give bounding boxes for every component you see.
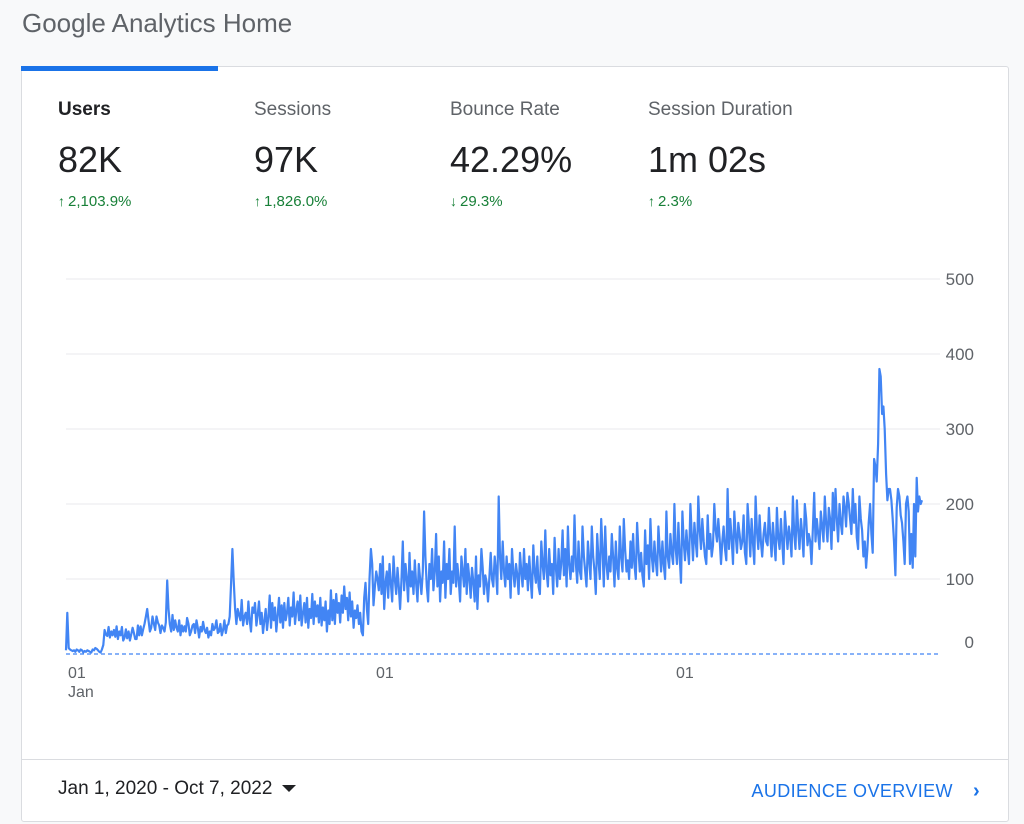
- metric-tab-sessions[interactable]: Sessions 97K ↑ 1,826.0%: [254, 99, 434, 210]
- arrow-down-icon: ↓: [450, 193, 457, 209]
- metric-label: Users: [58, 99, 111, 120]
- metric-label: Bounce Rate: [450, 99, 560, 120]
- metric-tab-bounce-rate[interactable]: Bounce Rate 42.29% ↓ 29.3%: [450, 99, 630, 210]
- date-range-label: Jan 1, 2020 - Oct 7, 2022: [58, 778, 273, 799]
- metric-value: 82K: [58, 139, 123, 180]
- overview-card: Users 82K ↑ 2,103.9% Sessions 97K ↑ 1,826.…: [21, 66, 1009, 822]
- audience-overview-link[interactable]: AUDIENCE OVERVIEW ›: [751, 780, 980, 803]
- metric-change: ↑ 1,826.0%: [254, 193, 434, 210]
- users-line-chart: 0 100 200 300 400 500 01 Jan 01 01: [64, 270, 974, 701]
- arrow-up-icon: ↑: [648, 193, 655, 209]
- y-tick-label: 500: [946, 270, 974, 289]
- metric-change-value: 29.3%: [460, 193, 503, 210]
- y-tick-label: 300: [946, 420, 974, 439]
- y-tick-label: 400: [946, 345, 974, 364]
- date-range-selector[interactable]: Jan 1, 2020 - Oct 7, 2022: [58, 778, 297, 800]
- metric-change: ↓ 29.3%: [450, 193, 630, 210]
- x-tick-label: 01: [676, 665, 694, 682]
- active-tab-indicator: [21, 66, 218, 71]
- metric-value: 42.29%: [450, 139, 573, 180]
- metric-change: ↑ 2,103.9%: [58, 193, 238, 210]
- metric-tab-users[interactable]: Users 82K ↑ 2,103.9%: [58, 99, 238, 210]
- metric-value: 1m 02s: [648, 139, 767, 180]
- audience-overview-label: AUDIENCE OVERVIEW: [751, 781, 953, 801]
- y-tick-label: 100: [946, 570, 974, 589]
- chevron-right-icon: ›: [972, 780, 980, 802]
- caret-down-icon: [282, 785, 297, 793]
- arrow-up-icon: ↑: [58, 193, 65, 209]
- metric-label: Session Duration: [648, 99, 793, 120]
- x-tick-month-label: Jan: [68, 684, 94, 701]
- y-tick-label: 0: [965, 633, 974, 652]
- x-tick-label: 01: [68, 665, 86, 682]
- x-tick-label: 01: [376, 665, 394, 682]
- metric-tab-session-duration[interactable]: Session Duration 1m 02s ↑ 2.3%: [648, 99, 828, 210]
- card-footer: Jan 1, 2020 - Oct 7, 2022 AUDIENCE OVERV…: [22, 759, 1008, 821]
- metric-label: Sessions: [254, 99, 332, 120]
- metric-change: ↑ 2.3%: [648, 193, 828, 210]
- page-title: Google Analytics Home: [22, 8, 293, 38]
- metric-value: 97K: [254, 139, 319, 180]
- users-series-line: [64, 367, 924, 654]
- y-tick-label: 200: [946, 495, 974, 514]
- arrow-up-icon: ↑: [254, 193, 261, 209]
- metric-change-value: 1,826.0%: [264, 193, 328, 210]
- metric-change-value: 2.3%: [658, 193, 693, 210]
- metric-change-value: 2,103.9%: [68, 193, 132, 210]
